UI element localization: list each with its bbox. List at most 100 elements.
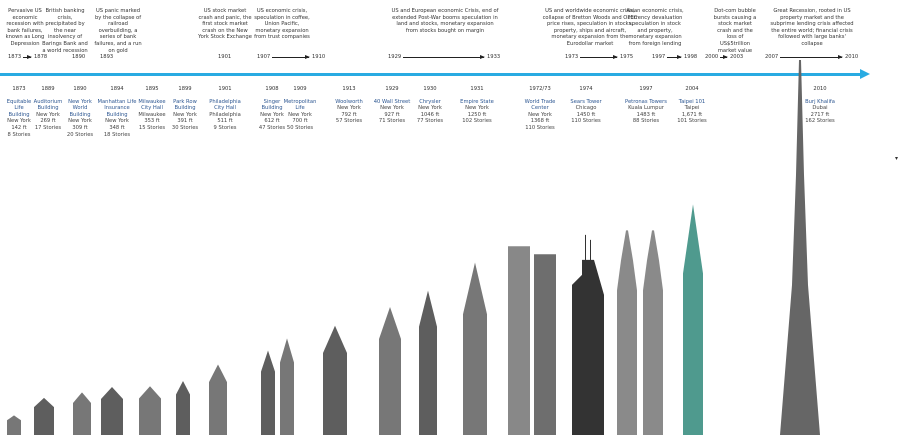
building-height: 1,671 ft <box>681 111 703 118</box>
year-range-arrow <box>403 55 485 59</box>
crisis-year: 1890 <box>72 54 86 60</box>
building-year: 1997 <box>639 86 653 92</box>
year-range-arrow <box>23 55 32 59</box>
building-metropolitan-life <box>280 338 294 435</box>
marker-dot: ▾ <box>895 155 899 162</box>
crisis-year: 1893 <box>100 54 114 60</box>
building-stories: 101 Stories <box>677 118 707 125</box>
building-height: 391 ft <box>177 118 193 125</box>
building-city: New York <box>105 118 129 125</box>
building-manhattan-life-insurance-building <box>101 386 123 435</box>
building-year: 1895 <box>145 86 159 92</box>
building-city: New York <box>337 105 361 112</box>
building-height: 511 ft <box>217 118 233 125</box>
building-city: New York <box>36 111 60 118</box>
building-name: Manhattan Life Insurance Building <box>97 98 137 118</box>
building-name: Empire State <box>460 98 494 105</box>
building-year: 1929 <box>385 86 399 92</box>
building-city: Dubai <box>812 105 828 112</box>
building-name: Woolworth <box>335 98 363 105</box>
crisis-year: 1878 <box>34 54 48 60</box>
building-sears-tower <box>572 234 604 435</box>
building-height: 309 ft <box>72 124 88 131</box>
building-label: 1908 Singer Building New York 612 ft 47 Stor… <box>259 86 285 132</box>
building-name: Philadelphia City Hall <box>209 98 241 112</box>
year-range-arrow <box>580 55 618 59</box>
building-city: New York <box>465 105 489 112</box>
building-city: New York <box>418 105 442 112</box>
crisis-year: 2003 <box>730 54 744 60</box>
building-stories: 71 Stories <box>378 118 406 125</box>
building-philadelphia-city-hall <box>209 364 227 435</box>
building-city: Kuala Lumpur <box>628 105 664 112</box>
building-city: New York <box>260 111 284 118</box>
crisis-description: US and worldwide economic crisis, collap… <box>542 8 638 47</box>
timeline-arrow <box>0 73 862 76</box>
building-height: 1368 ft <box>530 118 550 125</box>
building-label: 1889 Auditorium Building New York 269 ft 17 … <box>34 86 63 132</box>
building-name: Park Row Building <box>173 98 197 112</box>
building-stories: 162 Stories <box>805 118 835 125</box>
crisis-year: 1873 <box>8 54 22 60</box>
crisis-year: 1907 <box>257 54 271 60</box>
building-milwaukee-city-hall <box>139 386 161 435</box>
building-40-wall-street <box>379 307 401 435</box>
crisis-year: 1910 <box>312 54 326 60</box>
building-name: Petronas Towers <box>625 98 667 105</box>
crisis-description: US stock market crash and panic, the fir… <box>198 8 252 41</box>
crisis-description: Dot-com bubble bursts causing a stock ma… <box>713 8 757 54</box>
building-name: New York World Building <box>68 98 92 118</box>
building-stories: 8 Stories <box>7 131 31 138</box>
crisis-description: Asian economic crisis, currency devaluat… <box>626 8 684 47</box>
building-label: 1997 Petronas Towers Kuala Lumpur 1483 ft 88… <box>625 86 667 125</box>
building-petronas-towers <box>643 230 663 435</box>
building-year: 1930 <box>423 86 437 92</box>
building-name: Equitable Life Building <box>6 98 32 118</box>
crisis-year: 1998 <box>684 54 698 60</box>
building-height: 700 ft <box>292 118 308 125</box>
crisis-year: 2010 <box>845 54 859 60</box>
building-year: 1974 <box>579 86 593 92</box>
building-height: 1250 ft <box>467 111 487 118</box>
building-year: 1913 <box>342 86 356 92</box>
building-label: 1890 New York World Building New York 309 f… <box>67 86 93 138</box>
building-label: 1930 Chrysler New York 1046 ft 77 Stories <box>417 86 443 125</box>
crisis-description: Great Recession, rooted in US property m… <box>770 8 854 47</box>
building-name: Chrysler <box>419 98 441 105</box>
crisis-year: 1975 <box>620 54 634 60</box>
building-label: 1974 Sears Tower Chicago 1450 ft 110 Stories <box>570 86 601 125</box>
building-label: 1931 Empire State New York 1250 ft 102 Stori… <box>460 86 494 125</box>
building-stories: 30 Stories <box>171 124 199 131</box>
crisis-description: US and European economic Crisis, end of … <box>391 8 499 34</box>
building-name: Singer Building <box>261 98 283 112</box>
building-city: New York <box>173 111 197 118</box>
crisis-description: British banking crisis, precipitated by … <box>42 8 88 54</box>
building-year: 1909 <box>293 86 307 92</box>
building-city: New York <box>528 111 552 118</box>
crisis-year: 1901 <box>218 54 232 60</box>
building-stories: 17 Stories <box>34 124 62 131</box>
building-year: 1908 <box>265 86 279 92</box>
building-name: Auditorium Building <box>33 98 63 112</box>
building-park-row-building <box>176 381 190 435</box>
building-label: 2004 Taipei 101 Taipei 1,671 ft 101 Stories <box>677 86 707 125</box>
building-year: 1889 <box>41 86 55 92</box>
building-city: New York <box>288 111 312 118</box>
building-stories: 110 Stories <box>525 124 555 131</box>
building-height: 353 ft <box>144 118 160 125</box>
building-name: Sears Tower <box>570 98 602 105</box>
crisis-year: 2000 <box>705 54 719 60</box>
building-equitable-life-building <box>7 415 21 435</box>
building-taipei-101 <box>683 204 703 435</box>
crisis-year: 2007 <box>765 54 779 60</box>
building-city: Philadelphia <box>209 111 241 118</box>
building-city: Chicago <box>575 105 597 112</box>
building-city: Taipei <box>684 105 700 112</box>
crisis-year: 1973 <box>565 54 579 60</box>
building-name: Milwaukee City Hall <box>138 98 166 112</box>
building-height: 348 ft <box>109 124 125 131</box>
timeline-arrowhead <box>860 69 870 79</box>
building-stories: 50 Stories <box>286 124 314 131</box>
building-year: 1931 <box>470 86 484 92</box>
building-height: 1046 ft <box>420 111 440 118</box>
